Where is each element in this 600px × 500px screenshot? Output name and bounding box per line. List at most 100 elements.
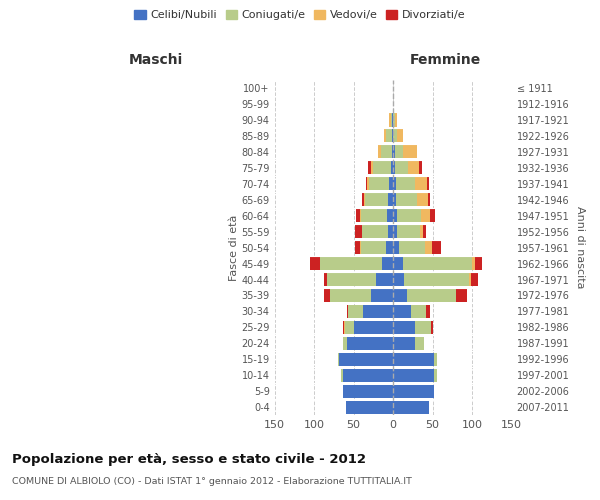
Bar	[310, 257, 320, 270]
Bar	[395, 162, 408, 174]
Bar	[348, 305, 363, 318]
Bar	[362, 193, 364, 206]
Bar	[420, 225, 423, 238]
Bar	[382, 257, 393, 270]
Bar	[398, 241, 425, 254]
Bar	[320, 257, 382, 270]
Bar	[403, 146, 417, 158]
Bar	[428, 193, 430, 206]
Bar	[393, 321, 415, 334]
Bar	[430, 209, 435, 222]
Bar	[392, 146, 393, 158]
Bar	[432, 241, 440, 254]
Bar	[343, 321, 344, 334]
Bar	[368, 178, 389, 190]
Bar	[371, 162, 373, 174]
Bar	[340, 353, 393, 366]
Bar	[392, 114, 393, 126]
Bar	[355, 241, 360, 254]
Bar	[378, 146, 382, 158]
Bar	[345, 321, 353, 334]
Bar	[391, 162, 393, 174]
Bar	[365, 193, 388, 206]
Bar	[469, 273, 470, 286]
Bar	[393, 368, 434, 382]
Bar	[391, 114, 392, 126]
Bar	[338, 353, 340, 366]
Bar	[325, 289, 330, 302]
Bar	[371, 289, 393, 302]
Bar	[393, 353, 434, 366]
Bar	[393, 193, 395, 206]
Bar	[415, 321, 431, 334]
Bar	[393, 178, 395, 190]
Bar	[393, 241, 398, 254]
Bar	[393, 225, 397, 238]
Bar	[431, 321, 433, 334]
Bar	[423, 225, 427, 238]
Bar	[386, 241, 393, 254]
Bar	[344, 321, 345, 334]
Bar	[397, 225, 420, 238]
Bar	[347, 337, 393, 350]
Bar	[475, 257, 482, 270]
Bar	[386, 130, 392, 142]
Bar	[361, 209, 387, 222]
Bar	[362, 225, 388, 238]
Y-axis label: Anni di nascita: Anni di nascita	[575, 206, 585, 289]
Bar	[412, 305, 427, 318]
Bar	[364, 193, 365, 206]
Bar	[323, 273, 327, 286]
Bar	[330, 289, 371, 302]
Bar	[395, 178, 415, 190]
Bar	[389, 114, 391, 126]
Bar	[415, 337, 424, 350]
Bar	[427, 305, 430, 318]
Bar	[389, 178, 393, 190]
Bar	[393, 384, 434, 398]
Bar	[393, 289, 407, 302]
Bar	[376, 273, 393, 286]
Legend: Celibi/Nubili, Coniugati/e, Vedovi/e, Divorziati/e: Celibi/Nubili, Coniugati/e, Vedovi/e, Di…	[130, 6, 470, 25]
Bar	[457, 289, 467, 302]
Bar	[393, 257, 403, 270]
Bar	[343, 384, 393, 398]
Bar	[408, 162, 419, 174]
Bar	[346, 400, 393, 413]
Bar	[395, 193, 417, 206]
Bar	[395, 114, 397, 126]
Bar	[356, 209, 360, 222]
Text: Femmine: Femmine	[410, 53, 481, 67]
Bar	[393, 337, 415, 350]
Bar	[425, 241, 432, 254]
Bar	[427, 178, 429, 190]
Bar	[434, 368, 437, 382]
Bar	[407, 289, 457, 302]
Bar	[397, 130, 403, 142]
Bar	[397, 209, 421, 222]
Bar	[327, 273, 376, 286]
Bar	[361, 241, 386, 254]
Bar	[472, 257, 475, 270]
Bar	[393, 114, 395, 126]
Bar	[382, 146, 392, 158]
Y-axis label: Fasce di età: Fasce di età	[229, 214, 239, 281]
Bar	[415, 178, 427, 190]
Bar	[470, 273, 478, 286]
Bar	[393, 162, 395, 174]
Bar	[393, 146, 395, 158]
Text: Maschi: Maschi	[129, 53, 183, 67]
Bar	[363, 305, 393, 318]
Bar	[343, 368, 393, 382]
Bar	[368, 162, 371, 174]
Bar	[360, 209, 361, 222]
Bar	[353, 321, 393, 334]
Bar	[392, 130, 393, 142]
Bar	[367, 178, 368, 190]
Bar	[417, 193, 428, 206]
Bar	[347, 305, 348, 318]
Text: Popolazione per età, sesso e stato civile - 2012: Popolazione per età, sesso e stato civil…	[12, 452, 366, 466]
Bar	[403, 257, 472, 270]
Bar	[395, 146, 403, 158]
Bar	[421, 209, 430, 222]
